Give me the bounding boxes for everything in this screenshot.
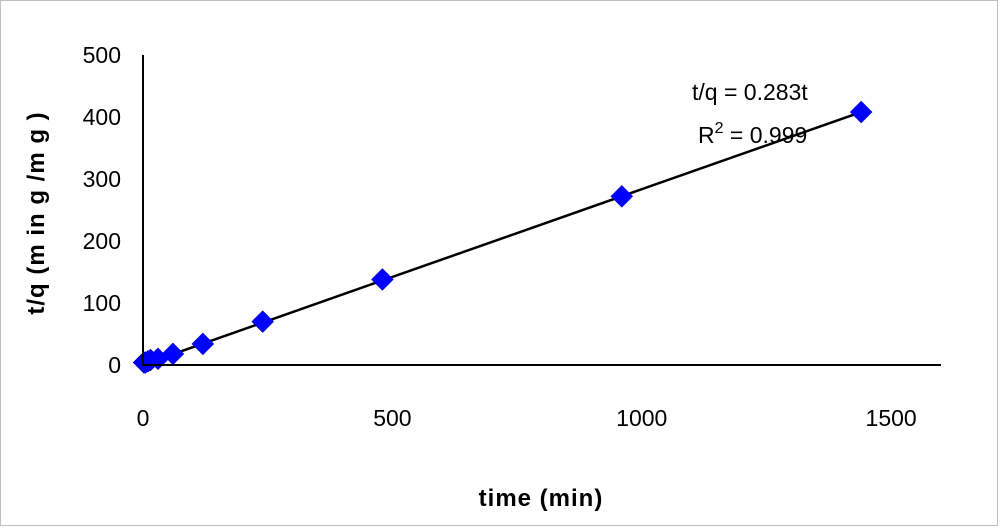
x-tick-label: 1000 [616, 405, 667, 431]
data-point [610, 185, 634, 208]
data-point [371, 268, 394, 291]
x-tick-labels: 0 500 1000 1500 [137, 405, 917, 431]
trendline [142, 110, 862, 366]
y-tick-label: 400 [83, 104, 121, 130]
r-squared-value: = 0.999 [724, 122, 808, 148]
trendline-layer [142, 110, 862, 366]
y-tick-labels: 0 100 200 300 400 500 [83, 42, 121, 378]
x-tick-label: 1500 [866, 405, 917, 431]
y-tick-label: 200 [83, 228, 121, 254]
y-tick-label: 100 [83, 290, 121, 316]
r-squared-label: R2 = 0.999 [698, 120, 807, 148]
x-tick-label: 0 [137, 405, 150, 431]
data-point [251, 310, 275, 333]
y-axis-title: t/q (m in g /m g ) [23, 111, 50, 314]
r-squared-prefix: R [698, 122, 715, 148]
y-tick-label: 500 [83, 42, 121, 68]
trendline-equation: t/q = 0.283t [692, 79, 808, 105]
data-point [849, 100, 873, 124]
x-tick-label: 500 [373, 405, 411, 431]
y-tick-label: 300 [83, 166, 121, 192]
axes-layer [142, 55, 941, 366]
data-point [191, 332, 215, 356]
r-squared-exponent: 2 [715, 120, 724, 137]
y-tick-label: 0 [108, 352, 121, 378]
x-axis-title: time (min) [479, 485, 604, 512]
